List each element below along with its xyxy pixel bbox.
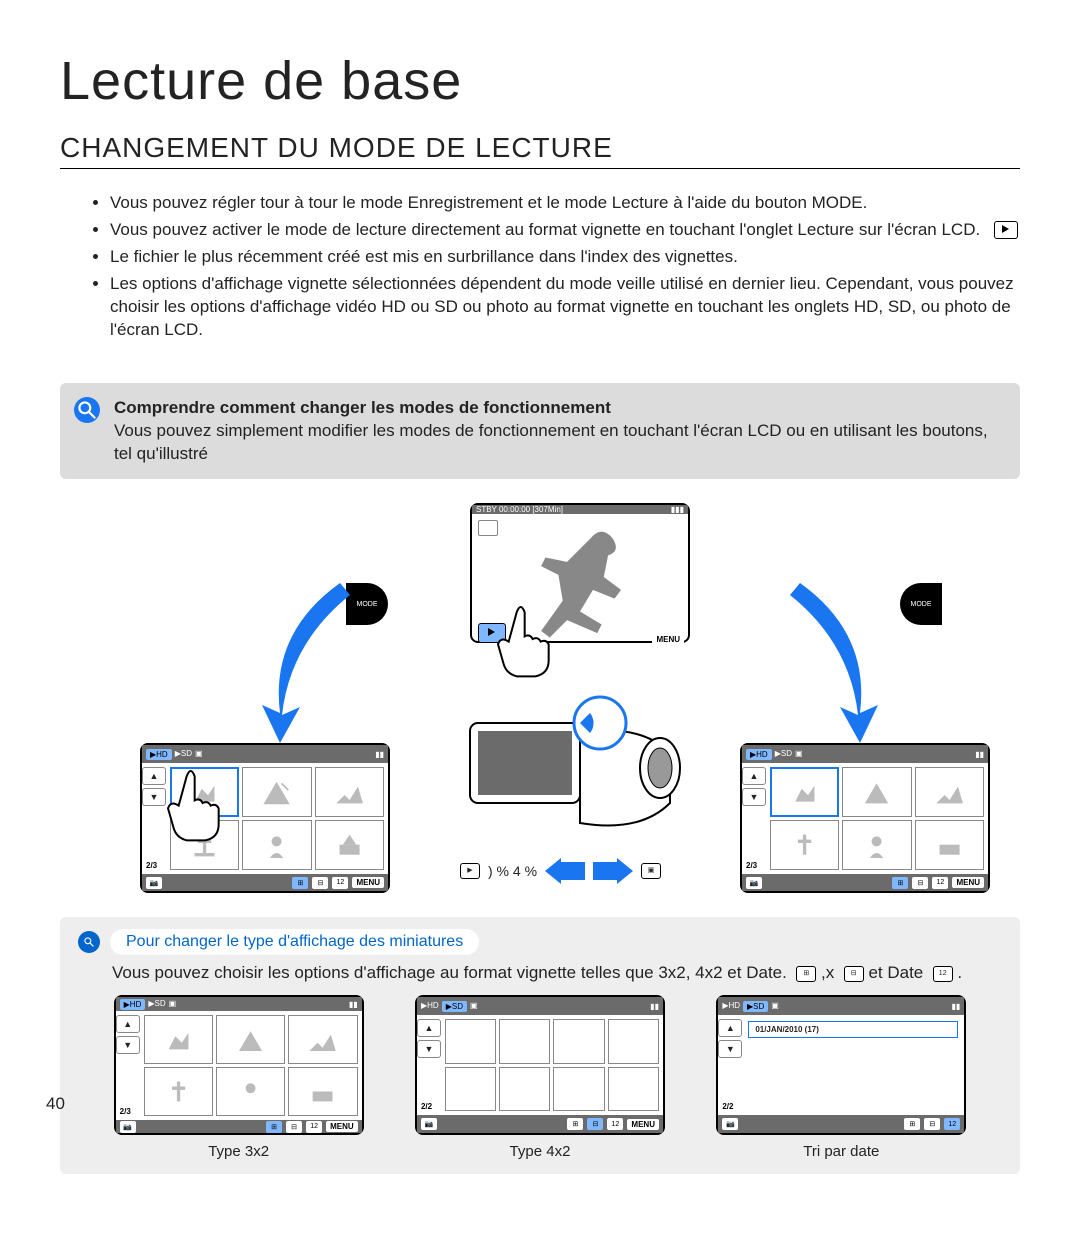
type-label: Type 4x2 <box>510 1143 571 1160</box>
top-tabs: ▶HD ▶SD ▣ ▮▮ <box>142 745 388 763</box>
menu-button: MENU <box>652 634 684 645</box>
menu-button: MENU <box>352 877 384 888</box>
view-date-icon: 12 <box>332 877 348 889</box>
bullet-item: Vous pouvez activer le mode de lecture d… <box>110 219 1020 242</box>
curved-arrow-right <box>770 573 890 753</box>
page-counter: 2/3 <box>142 861 166 870</box>
info-text: Vous pouvez choisir les options d'affich… <box>78 963 1002 983</box>
info-pill: Pour changer le type d'affichage des min… <box>110 929 479 955</box>
section-title: CHANGEMENT DU MODE DE LECTURE <box>60 132 1020 169</box>
sequence-arrows: ▶ ) % 4 % ▣ <box>460 858 661 884</box>
tip-heading: Comprendre comment changer les modes de … <box>114 398 611 417</box>
rec-icon <box>478 520 498 536</box>
curved-arrow-left <box>250 573 370 753</box>
thumbnail <box>242 820 311 870</box>
mode-diagram: STBY 00:00:00 [307Min] ▮▮▮ MENU <box>60 503 1020 903</box>
sd-tab: ▶SD <box>175 749 192 760</box>
magnify-icon <box>74 397 100 423</box>
mode-button: MODE <box>900 583 942 625</box>
magnify-icon <box>78 931 100 953</box>
tip-body: Vous pouvez simplement modifier les mode… <box>114 421 988 463</box>
svg-text:MODE: MODE <box>594 723 612 729</box>
playback-tab-icon <box>994 221 1018 239</box>
touch-hand-icon <box>490 599 570 679</box>
bottom-bar: 📷 ⊞ ⊟ 12 MENU <box>142 874 388 892</box>
arrow-right-icon <box>593 858 633 884</box>
status-bar: STBY 00:00:00 [307Min] ▮▮▮ <box>472 505 688 514</box>
bullet-item: Les options d'affichage vignette sélecti… <box>110 273 1020 342</box>
type-date: ▶HD▶SD▣▮▮ ▲▼2/2 01/JAN/2010 (17) 📷⊞⊟12 T… <box>716 995 966 1160</box>
type-3x2: ▶HD▶SD▣▮▮ ▲▼2/3 <box>114 995 364 1160</box>
view-3x2-icon: ⊞ <box>292 877 308 889</box>
page-number: 40 <box>46 1094 65 1114</box>
camcorder-drawing: MODE <box>460 693 690 843</box>
thumbnail <box>242 767 311 817</box>
date-icon: 12 <box>933 966 953 982</box>
view-4x2-icon: ⊟ <box>312 877 328 889</box>
tip-box: Comprendre comment changer les modes de … <box>60 383 1020 480</box>
thumbnail-type-section: Pour changer le type d'affichage des min… <box>60 917 1020 1174</box>
touch-hand-icon <box>160 763 240 843</box>
type-label: Tri par date <box>803 1143 879 1160</box>
thumbnail <box>315 767 384 817</box>
bullet-list: Vous pouvez régler tour à tour le mode E… <box>60 186 1020 366</box>
thumbnail-screen: ▶HD ▶SD ▣ ▮▮ ▲ ▼ 2/3 <box>740 743 990 893</box>
hd-tab: ▶HD <box>146 749 172 760</box>
camera-icon: 📷 <box>146 877 162 889</box>
bullet-item: Le fichier le plus récemment créé est mi… <box>110 246 1020 269</box>
thumbnail <box>315 820 384 870</box>
photo-tab: ▣ <box>195 749 203 760</box>
arrow-left-icon <box>545 858 585 884</box>
page-title: Lecture de base <box>60 50 1020 112</box>
type-label: Type 3x2 <box>208 1143 269 1160</box>
bullet-item: Vous pouvez régler tour à tour le mode E… <box>110 192 1020 215</box>
sd-icon: ▶ <box>460 863 480 879</box>
photo-icon: ▣ <box>641 863 661 879</box>
thumbnail-type-examples: ▶HD▶SD▣▮▮ ▲▼2/3 <box>78 995 1002 1160</box>
grid4x2-icon: ⊟ <box>844 966 864 982</box>
type-4x2: ▶HD▶SD▣▮▮ ▲▼2/2 📷⊞⊟12MENU Type 4x2 <box>415 995 665 1160</box>
date-row: 01/JAN/2010 (17) <box>748 1021 958 1038</box>
grid3x2-icon: ⊞ <box>796 966 816 982</box>
